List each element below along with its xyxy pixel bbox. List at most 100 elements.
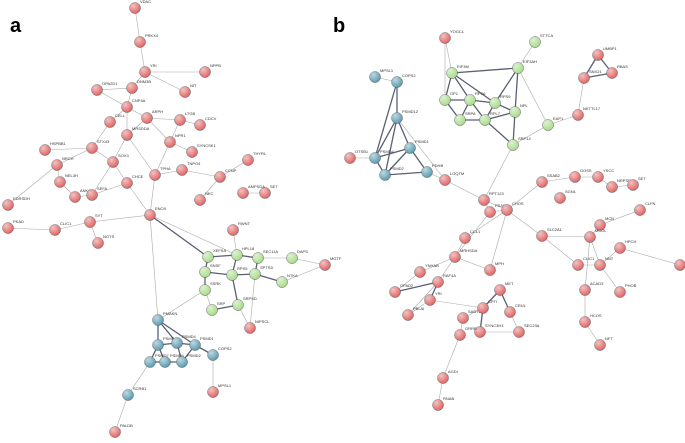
node-label: EIF3M <box>457 64 469 69</box>
node-label: NEL3H <box>65 173 78 178</box>
edge <box>444 37 453 74</box>
node-highlight <box>121 177 133 189</box>
node-highlight <box>592 49 604 61</box>
edge <box>506 181 543 211</box>
edge <box>157 289 206 321</box>
panel-label: a <box>10 15 22 37</box>
node-label: NRCH <box>62 156 74 161</box>
node-label: CLIC1 <box>60 221 72 226</box>
node-highlight <box>579 284 591 296</box>
node-label: SEC11A <box>263 249 278 254</box>
edge <box>484 119 514 146</box>
node-highlight <box>592 171 604 183</box>
node-highlight <box>437 372 449 384</box>
node-highlight <box>479 114 491 126</box>
edge <box>374 81 398 159</box>
node-label: MPSL1 <box>218 383 232 388</box>
node-highlight <box>474 326 486 338</box>
node-highlight <box>92 237 104 249</box>
edge <box>91 161 114 196</box>
node-label: OPA2D1 <box>102 81 118 86</box>
node-highlight <box>207 349 219 361</box>
node-highlight <box>627 179 639 191</box>
node-label: RBAS <box>617 64 628 69</box>
node-highlight <box>39 144 51 156</box>
node-label: PBLAI <box>413 306 424 311</box>
node-label: SRP14 <box>518 136 531 141</box>
node-highlight <box>237 187 249 199</box>
node-label: RNAB <box>443 396 454 401</box>
node-highlight <box>464 94 476 106</box>
node-highlight <box>512 62 524 74</box>
node-highlight <box>614 242 626 254</box>
node-highlight <box>634 204 646 216</box>
node-label: PRKX4 <box>145 33 159 38</box>
node-label: COPS2 <box>218 346 232 351</box>
node-highlight <box>446 67 458 79</box>
node-label: YNHAB <box>425 263 439 268</box>
edge <box>407 281 439 316</box>
node-highlight <box>404 142 416 154</box>
node-label: RPT123 <box>489 191 504 196</box>
node-highlight <box>569 171 581 183</box>
node-label: NEC <box>205 191 214 196</box>
node-label: RPS6 <box>475 91 486 96</box>
edge <box>126 182 151 216</box>
node-highlight <box>164 136 176 148</box>
node-label: OTSB1 <box>355 149 369 154</box>
node-label: YRI <box>150 63 157 68</box>
node-label: DNM3B <box>137 79 151 84</box>
node-highlight <box>536 176 548 188</box>
node-label: SRP <box>217 301 226 306</box>
node-label: PSMD4 <box>182 334 197 339</box>
node-highlight <box>507 139 519 151</box>
edge <box>464 209 508 239</box>
edge <box>149 214 159 321</box>
node-label: PSMD1 <box>200 336 215 341</box>
node-label: MRHSDA <box>460 248 478 253</box>
node-label: ARPH <box>152 109 163 114</box>
node-label: LTGB <box>185 111 195 116</box>
node-highlight <box>186 146 198 158</box>
node-highlight <box>51 159 63 171</box>
node-highlight <box>489 97 501 109</box>
edge <box>512 124 549 146</box>
node-label: EIF3AH <box>523 59 537 64</box>
edge <box>577 77 585 116</box>
edge <box>384 117 398 176</box>
edge <box>127 361 151 396</box>
node-highlight <box>542 119 554 131</box>
node-label: SRPA <box>465 111 476 116</box>
node-highlight <box>139 66 151 78</box>
edge <box>374 147 411 159</box>
node-label: CCL1 <box>470 229 481 234</box>
node-highlight <box>49 224 61 236</box>
node-label: SNX21 <box>589 69 602 74</box>
node-label: MCB <box>605 216 614 221</box>
node-label: PSMD4 <box>380 149 395 154</box>
node-label: CHOS <box>512 201 524 206</box>
node-highlight <box>478 194 490 206</box>
node-highlight <box>194 119 206 131</box>
node-highlight <box>606 67 618 79</box>
node-highlight <box>457 312 469 324</box>
node-label: CNP4A <box>132 98 146 103</box>
node-highlight <box>202 251 214 263</box>
node-label: RPS9 <box>500 94 511 99</box>
node-highlight <box>152 339 164 351</box>
node-label: CCNP <box>225 168 237 173</box>
edge <box>517 67 549 126</box>
node-highlight <box>226 269 238 281</box>
node-highlight <box>199 284 211 296</box>
node-label: MPSL1 <box>380 68 394 73</box>
edge <box>442 334 461 379</box>
node-label: UMBP1 <box>603 46 618 51</box>
node-highlight <box>141 112 153 124</box>
node-label: SSRK <box>210 281 221 286</box>
node-label: CHCE <box>132 174 144 179</box>
node-label: NKTTL17 <box>583 106 601 111</box>
node-highlight <box>529 36 541 48</box>
node-label: TNPO4 <box>187 161 201 166</box>
node-highlight <box>432 399 444 411</box>
